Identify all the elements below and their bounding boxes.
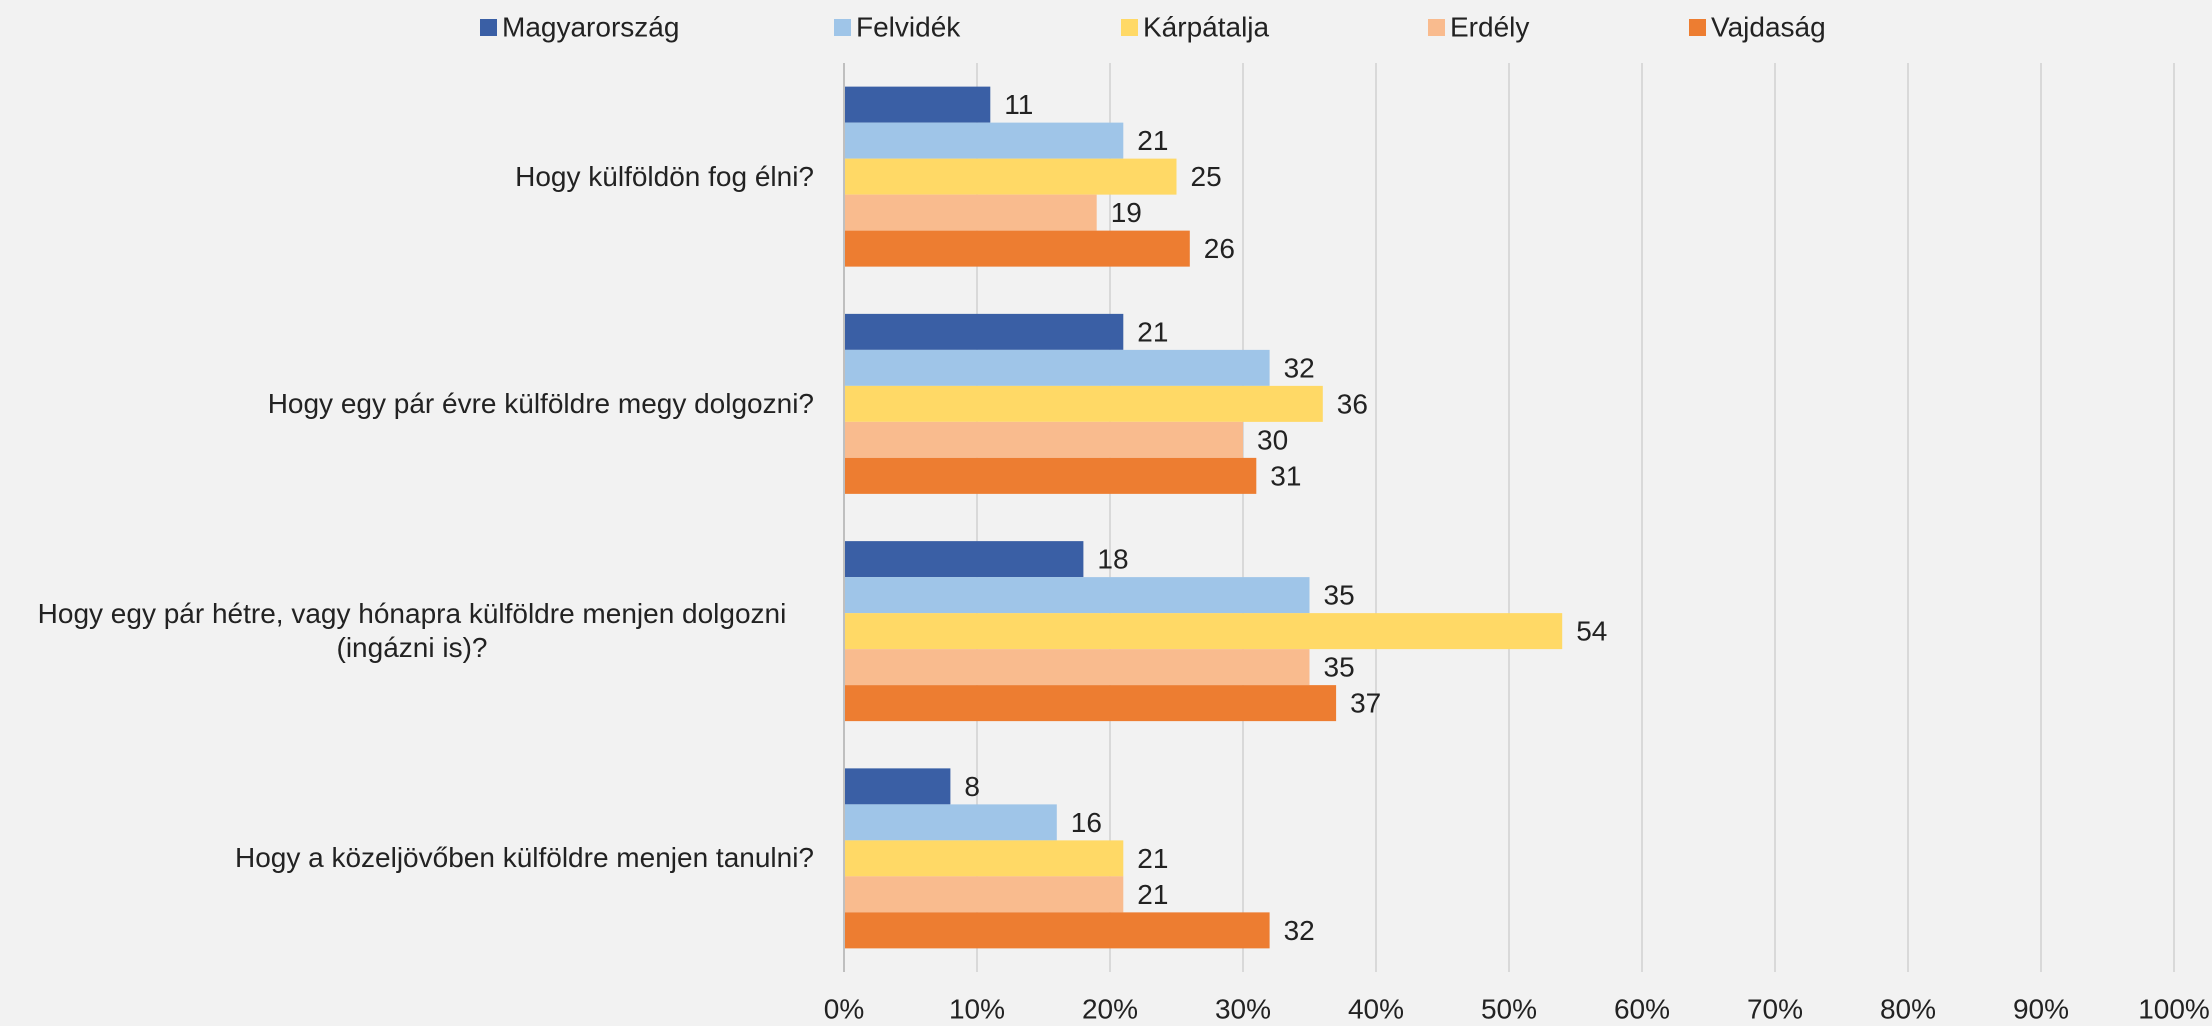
legend-swatch [834,19,851,36]
value-label: 54 [1576,616,1607,647]
value-label: 21 [1137,125,1168,156]
x-tick-label: 20% [1082,993,1138,1024]
bar [844,349,1270,386]
x-tick-label: 30% [1215,993,1271,1024]
bar [844,421,1243,458]
bar [844,194,1097,231]
bar [844,86,991,123]
bar [844,577,1310,614]
value-label: 18 [1097,544,1128,575]
value-label: 21 [1137,316,1168,347]
legend-swatch [1428,19,1445,36]
x-tick-label: 50% [1481,993,1537,1024]
value-label: 31 [1270,460,1301,491]
bar [844,804,1057,841]
x-tick-label: 10% [949,993,1005,1024]
bar [844,840,1124,877]
legend-label: Kárpátalja [1143,11,1270,42]
value-label: 35 [1324,580,1355,611]
bar [844,122,1124,159]
legend-label: Erdély [1450,11,1529,42]
category-label: Hogy egy pár évre külföldre megy dolgozn… [10,290,814,517]
bar [844,912,1270,949]
bar [844,613,1563,650]
value-label: 35 [1324,652,1355,683]
legend-swatch [1689,19,1706,36]
bar [844,541,1084,578]
x-tick-label: 0% [824,993,864,1024]
value-label: 32 [1284,352,1315,383]
x-tick-label: 90% [2013,993,2069,1024]
legend-label: Magyarország [502,11,679,42]
x-tick-label: 100% [2138,993,2210,1024]
value-label: 21 [1137,843,1168,874]
value-label: 37 [1350,688,1381,719]
bar [844,230,1190,267]
bar [844,876,1124,913]
category-text: Hogy egy pár hétre, vagy hónapra külföld… [37,598,787,664]
value-label: 16 [1071,807,1102,838]
bar [844,649,1310,686]
value-label: 36 [1337,388,1368,419]
value-label: 32 [1284,915,1315,946]
category-label: Hogy külföldön fog élni? [10,63,814,290]
bar [844,457,1257,494]
value-label: 21 [1137,879,1168,910]
value-label: 26 [1204,233,1235,264]
legend-swatch [1121,19,1138,36]
value-label: 25 [1191,161,1222,192]
legend-swatch [480,19,497,36]
x-tick-label: 60% [1614,993,1670,1024]
bar [844,158,1177,195]
category-text: Hogy egy pár évre külföldre megy dolgozn… [267,387,814,419]
value-label: 8 [964,771,980,802]
category-text: Hogy a közeljövőben külföldre menjen tan… [234,842,814,874]
x-tick-label: 70% [1747,993,1803,1024]
value-label: 11 [1004,89,1033,120]
bar [844,385,1323,422]
value-label: 30 [1257,424,1288,455]
bar [844,768,951,805]
legend-label: Vajdaság [1711,11,1826,42]
category-text: Hogy külföldön fog élni? [515,160,814,192]
bar [844,685,1337,722]
legend-label: Felvidék [856,11,961,42]
bar [844,313,1124,350]
x-tick-label: 80% [1880,993,1936,1024]
value-label: 19 [1111,197,1142,228]
x-tick-label: 40% [1348,993,1404,1024]
category-label: Hogy a közeljövőben külföldre menjen tan… [10,745,814,972]
category-label: Hogy egy pár hétre, vagy hónapra külföld… [10,518,814,745]
